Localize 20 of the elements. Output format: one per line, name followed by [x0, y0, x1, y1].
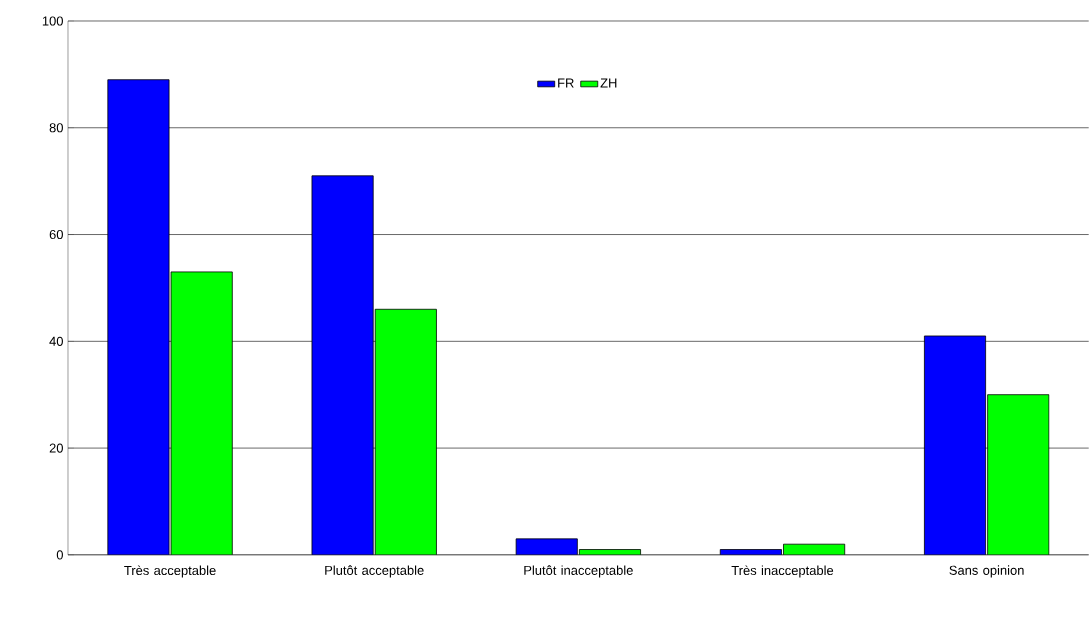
y-tick-label: 20: [49, 443, 63, 453]
bar: [515, 538, 578, 555]
y-tick-label: 100: [42, 16, 63, 26]
bar: [107, 79, 170, 555]
y-tick-label: 40: [49, 336, 63, 346]
bar: [311, 175, 374, 555]
x-tick-label: Plutôt inacceptable: [524, 565, 633, 578]
x-tick-label: Très inacceptable: [731, 565, 834, 578]
legend-label: FR: [558, 78, 574, 88]
x-tick-label: Sans opinion: [949, 565, 1024, 578]
legend-label: ZH: [600, 78, 617, 88]
bar: [924, 335, 987, 555]
y-tick-label: 80: [49, 123, 63, 133]
x-tick-label: Très acceptable: [124, 565, 216, 578]
bar: [987, 394, 1050, 555]
x-tick-label: Plutôt acceptable: [325, 565, 424, 578]
bar: [170, 271, 233, 555]
bar: [374, 308, 437, 555]
y-tick-label: 0: [56, 550, 63, 560]
y-tick-label: 60: [49, 230, 63, 240]
